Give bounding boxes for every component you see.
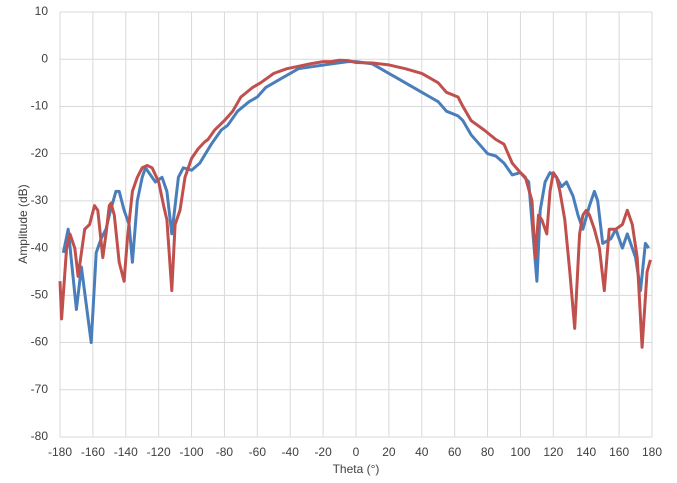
y-tick-label: -80 [31,429,49,443]
x-tick-label: 20 [382,445,396,459]
y-tick-label: 10 [35,4,49,18]
y-tick-label: -40 [31,240,49,254]
x-tick-label: -160 [81,445,105,459]
x-tick-label: 120 [543,445,563,459]
x-tick-label: 160 [609,445,629,459]
x-tick-label: 180 [642,445,662,459]
x-tick-label: 0 [353,445,360,459]
x-tick-label: -80 [216,445,234,459]
x-tick-label: 40 [415,445,429,459]
x-tick-label: -140 [114,445,138,459]
x-tick-label: 80 [481,445,495,459]
x-tick-label: -40 [282,445,300,459]
y-tick-label: 0 [41,51,48,65]
x-axis-title: Theta (°) [333,462,380,476]
y-tick-label: -70 [31,382,49,396]
x-tick-label: 100 [510,445,530,459]
x-tick-label: -100 [180,445,204,459]
x-tick-label: -60 [249,445,267,459]
x-tick-label: -120 [147,445,171,459]
y-tick-label: -10 [31,99,49,113]
x-tick-label: 60 [448,445,462,459]
series-line [61,60,650,345]
y-tick-label: -30 [31,193,49,207]
x-tick-label: -20 [314,445,332,459]
y-tick-label: -60 [31,335,49,349]
y-axis-title: Amplitude (dB) [16,184,30,263]
series-line [58,58,652,349]
x-tick-label: -180 [48,445,72,459]
x-tick-label: 140 [576,445,596,459]
y-tick-label: -50 [31,288,49,302]
y-tick-label: -20 [31,146,49,160]
